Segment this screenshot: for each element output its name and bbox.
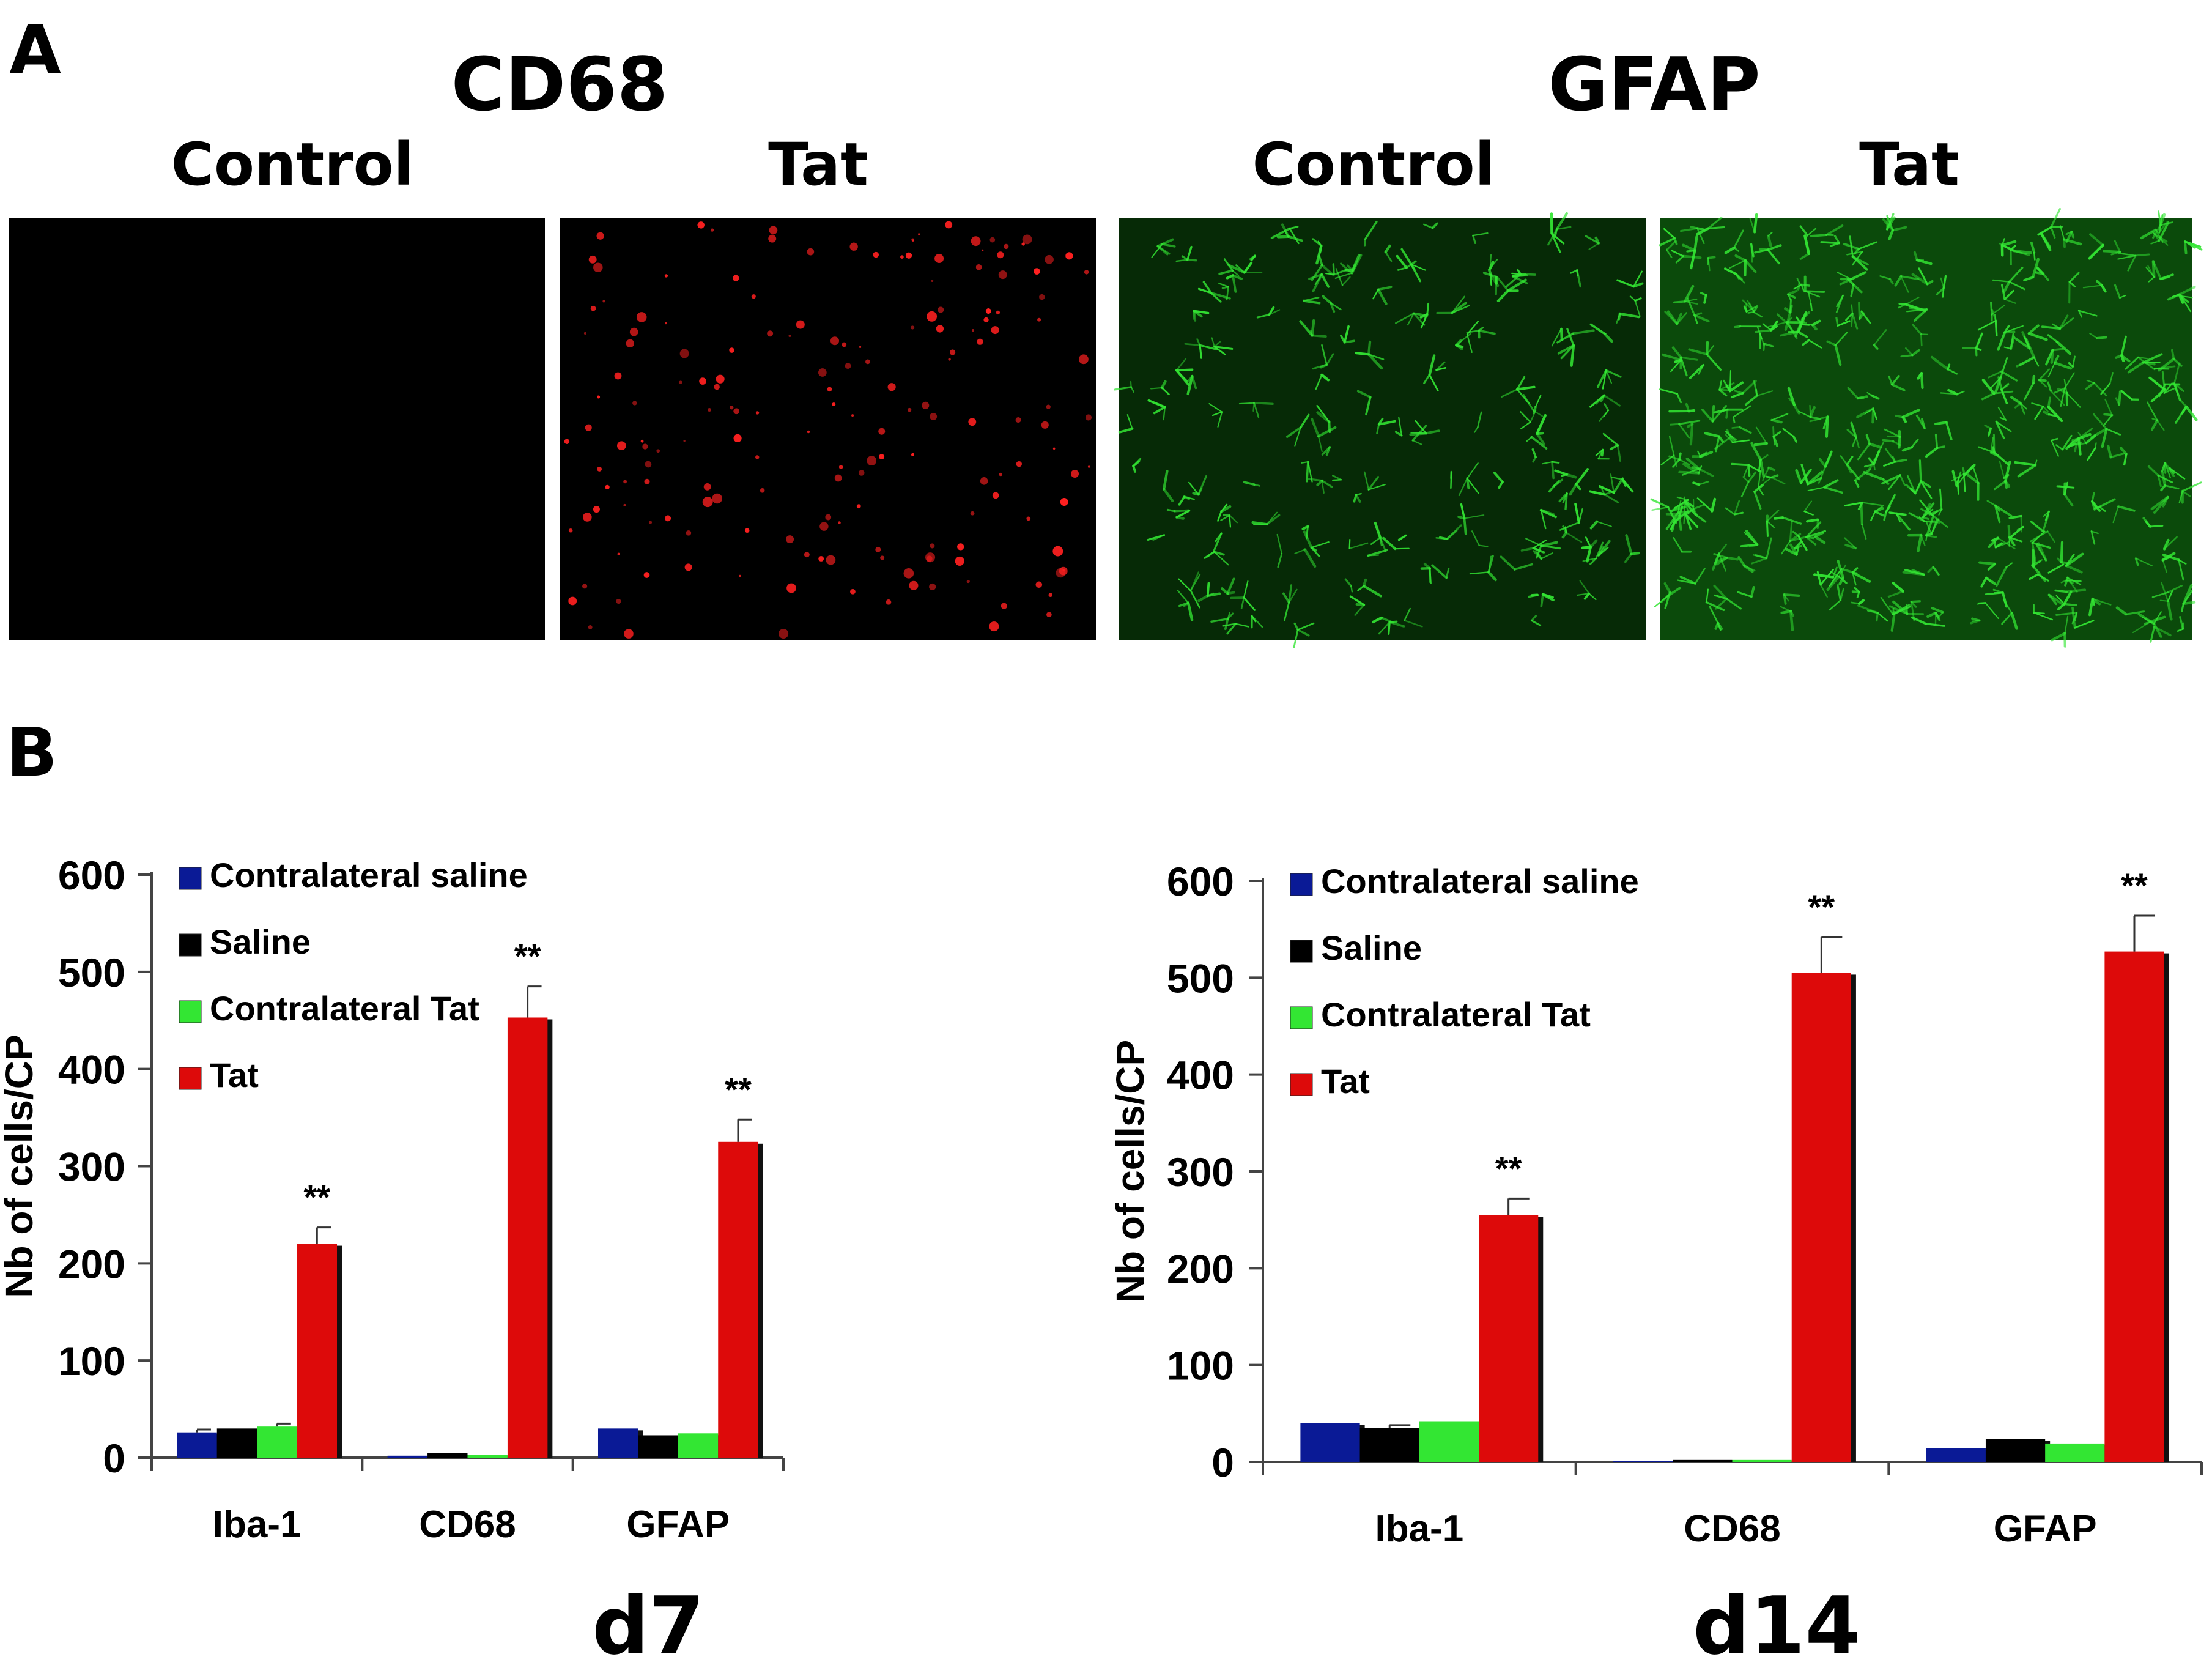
legend-label: Contralateral Tat [210,989,479,1028]
legend-label: Contralateral saline [210,856,528,894]
bar [387,1455,428,1458]
bar [1732,1459,1792,1462]
y-tick-label: 200 [1167,1246,1234,1291]
gfap-tat-label: Tat [1859,130,1959,199]
bar [1985,1439,2046,1462]
panel-a: A CD68 GFAP Control Tat Control Tat [9,11,2203,648]
bar [507,1017,548,1458]
cd68-tat-label: Tat [768,130,868,199]
y-tick-label: 0 [103,1436,125,1481]
bar [177,1432,217,1458]
chart-title: d7 [592,1579,705,1665]
cd68-control-label: Control [171,130,414,199]
bar [678,1433,719,1458]
bar [467,1455,508,1458]
legend-swatch [1290,873,1313,896]
bar [1419,1421,1479,1462]
micrograph-gfap-control [1114,212,1646,648]
micrograph-gfap-tat [1650,207,2203,648]
bar [2045,1443,2105,1462]
legend-label: Contralateral Tat [1321,995,1591,1034]
panel-a-letter: A [9,11,61,89]
y-tick-label: 600 [58,853,125,898]
significance-marker: ** [2121,866,2148,905]
legend-label: Saline [1321,929,1422,967]
bar [1791,973,1851,1462]
gfap-control-label: Control [1252,130,1495,199]
x-tick-label: GFAP [1994,1508,2097,1550]
cd68-group-title: CD68 [451,43,668,128]
x-tick-label: GFAP [626,1504,730,1546]
legend-label: Tat [210,1056,259,1094]
y-tick-label: 500 [58,950,125,995]
bar [1300,1423,1360,1462]
y-tick-label: 300 [58,1144,125,1190]
legend-swatch [1290,1006,1313,1029]
bar [216,1428,257,1458]
panel-b-letter: B [6,713,57,792]
gfap-group-title: GFAP [1548,43,1761,128]
y-tick-label: 200 [58,1241,125,1286]
micrograph-cd68-tat [560,218,1096,640]
bar [638,1435,678,1458]
legend-swatch [179,1067,202,1090]
x-tick-label: Iba-1 [1375,1508,1463,1550]
chart-title: d14 [1693,1579,1860,1665]
legend-swatch [179,867,202,890]
significance-marker: ** [1808,888,1835,926]
significance-marker: ** [514,937,541,976]
bar [257,1426,297,1458]
bar [1479,1215,1539,1462]
y-tick-label: 400 [58,1047,125,1092]
significance-marker: ** [1495,1149,1522,1187]
y-tick-label: 600 [1167,859,1234,904]
y-axis-label: Nb of cells/CP [0,1034,41,1297]
bar [597,1428,638,1458]
y-tick-label: 0 [1211,1440,1234,1485]
y-tick-label: 100 [1167,1343,1234,1389]
x-tick-label: Iba-1 [213,1504,301,1546]
bar [1926,1448,1986,1462]
y-tick-label: 100 [58,1338,125,1384]
y-tick-label: 500 [1167,955,1234,1001]
legend-label: Saline [210,922,311,961]
legend-swatch [1290,1073,1313,1096]
bar [1673,1459,1733,1462]
bar-chart-d14: 0 100 200 300 400 500 600 Iba-1 CD68 GFAP ** ** ** Co… [1108,859,2203,1665]
bar [297,1244,338,1458]
bar [1359,1428,1419,1462]
x-tick-label: CD68 [419,1504,516,1546]
bar [718,1141,758,1458]
y-tick-label: 300 [1167,1149,1234,1195]
legend-swatch [1290,940,1313,963]
legend-swatch [179,933,202,957]
bar [2104,951,2164,1462]
y-axis-label: Nb of cells/CP [1108,1040,1152,1303]
y-tick-label: 400 [1167,1053,1234,1098]
significance-marker: ** [304,1178,331,1217]
micrograph-cd68-control [9,218,545,640]
significance-marker: ** [725,1070,752,1108]
bar-chart-d7: 0 100 200 300 400 500 600 Iba-1 CD68 GFAP ** ** ** Co… [0,853,785,1665]
legend-label: Tat [1321,1062,1370,1100]
bar [1613,1461,1673,1462]
legend-swatch [179,1000,202,1023]
x-tick-label: CD68 [1684,1508,1781,1550]
bar [427,1453,468,1458]
legend-label: Contralateral saline [1321,862,1639,900]
panel-b: B 0 100 200 300 400 500 600 Iba-1 CD68 GFAP ** ** **… [0,713,2203,1665]
